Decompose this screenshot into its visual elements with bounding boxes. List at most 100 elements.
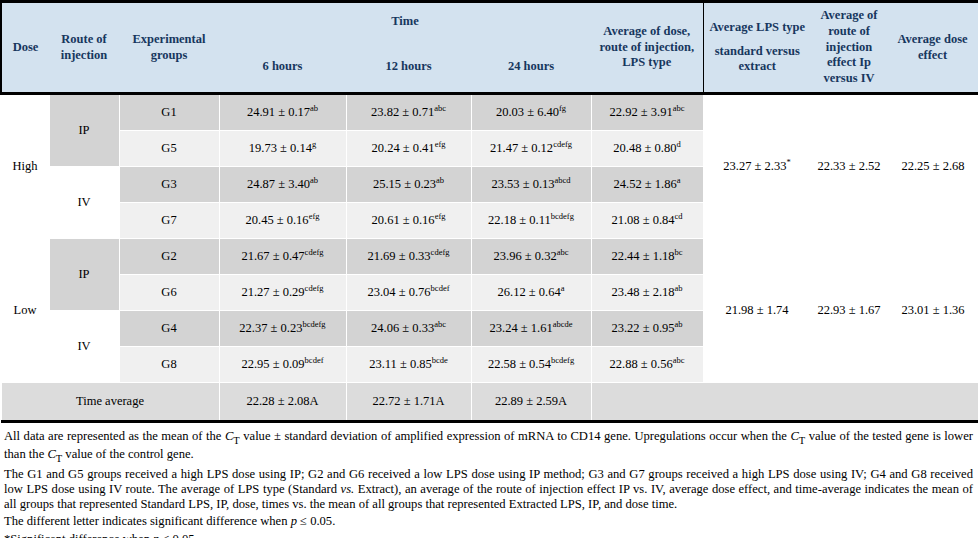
sig-sup: g — [312, 138, 316, 148]
sig-sup: efg — [435, 210, 446, 220]
value-cell: 20.61 ± 0.16efg — [346, 203, 471, 239]
value-cell: 21.69 ± 0.33cdefg — [346, 239, 471, 275]
value-cell: 22.88 ± 0.56abc — [591, 347, 703, 383]
ct-value: 21.08 ± 0.84 — [611, 213, 674, 227]
ct-value: 19.73 ± 0.14 — [249, 141, 312, 155]
ct-value: 20.03 ± 6.40 — [496, 105, 559, 119]
col-header-12h: 12 hours — [346, 42, 471, 94]
avg-route-cell: 22.93 ± 1.67 — [811, 239, 887, 383]
sig-sup: fg — [559, 102, 566, 112]
time-average-24h: 22.89 ± 2.59A — [471, 383, 591, 422]
ct-value: 22.88 ± 0.56 — [610, 357, 673, 371]
value-cell: 23.24 ± 1.61abcde — [471, 311, 591, 347]
sig-sup: * — [786, 156, 790, 166]
ct-value: 22.58 ± 0.54 — [488, 357, 551, 371]
col-header-avg-route: Average of route of injection effect Ip … — [811, 2, 887, 94]
footnote-groups-description: The G1 and G5 groups received a high LPS… — [4, 467, 973, 511]
value-cell: 22.18 ± 0.11bcdefg — [471, 203, 591, 239]
avg-route-cell: 22.33 ± 2.52 — [811, 94, 887, 239]
col-header-avg-combo: Average of dose, route of injection, LPS… — [591, 2, 703, 94]
sig-sup: abcde — [553, 318, 573, 328]
ct-value: 25.15 ± 0.23 — [373, 177, 436, 191]
sig-sup: efg — [309, 210, 320, 220]
table-row: Low IP G2 21.67 ± 0.47cdefg 21.69 ± 0.33… — [1, 239, 978, 275]
sig-sup: bc — [675, 246, 683, 256]
footnote-data-description: All data are represented as the mean of … — [4, 429, 973, 464]
ct-value: 21.98 ± 1.74 — [725, 303, 788, 317]
time-average-12h: 22.72 ± 1.71A — [346, 383, 471, 422]
ct-value: 23.22 ± 0.95 — [611, 321, 674, 335]
sig-sup: ab — [310, 102, 318, 112]
ct-value: 21.67 ± 0.47 — [241, 249, 304, 263]
ct-value: 22.95 ± 0.09 — [241, 357, 304, 371]
value-cell: 24.87 ± 3.40ab — [219, 167, 346, 203]
col-header-time: Time — [219, 2, 591, 42]
ct-value: 23.11 ± 0.85 — [369, 357, 432, 371]
sig-sup: abc — [673, 354, 685, 364]
sig-sup: a — [677, 174, 681, 184]
ct-value: 24.52 ± 1.86 — [614, 177, 677, 191]
value-cell: 24.06 ± 0.33abc — [346, 311, 471, 347]
sig-sup: cdefg — [305, 282, 324, 292]
sig-sup: bcde — [432, 354, 448, 364]
value-cell: 23.04 ± 0.76bcdef — [346, 275, 471, 311]
value-cell: 21.08 ± 0.84cd — [591, 203, 703, 239]
sig-sup: d — [676, 138, 680, 148]
sig-sup: cdefg — [431, 246, 450, 256]
group-cell: G7 — [119, 203, 219, 239]
sig-sup: ab — [675, 282, 683, 292]
value-cell: 23.22 ± 0.95ab — [591, 311, 703, 347]
footnote-letters: The different letter indicates significa… — [4, 514, 973, 529]
avg-lps-cell: 21.98 ± 1.74 — [703, 239, 811, 383]
ct-value: 20.61 ± 0.16 — [372, 213, 435, 227]
sig-sup: abc — [434, 318, 446, 328]
ct-value: 20.45 ± 0.16 — [246, 213, 309, 227]
value-cell: 20.24 ± 0.41efg — [346, 131, 471, 167]
value-cell: 23.11 ± 0.85bcde — [346, 347, 471, 383]
ct-value: 23.53 ± 0.13 — [491, 177, 554, 191]
sig-sup: ab — [675, 318, 683, 328]
value-cell: 22.95 ± 0.09bcdef — [219, 347, 346, 383]
sig-sup: a — [561, 282, 565, 292]
value-cell: 23.96 ± 0.32abc — [471, 239, 591, 275]
sig-sup: abc — [557, 246, 569, 256]
group-cell: G8 — [119, 347, 219, 383]
group-cell: G5 — [119, 131, 219, 167]
group-cell: G3 — [119, 167, 219, 203]
value-cell: 23.48 ± 2.18ab — [591, 275, 703, 311]
footnotes: All data are represented as the mean of … — [0, 423, 978, 538]
route-cell: IV — [49, 311, 119, 383]
sig-sup: bcdef — [305, 354, 324, 364]
group-cell: G2 — [119, 239, 219, 275]
avg-lps-cell: 23.27 ± 2.33* — [703, 94, 811, 239]
sig-sup: bcdefg — [551, 354, 574, 364]
footnote-asterisk: *Significant difference when p ≤ 0.05. — [4, 532, 973, 538]
ct-value: 26.12 ± 0.64 — [498, 285, 561, 299]
sig-sup: bcdefg — [302, 318, 325, 328]
col-header-avg-dose: Average dose effect — [887, 2, 978, 94]
ct-value: 21.47 ± 0.12 — [490, 141, 553, 155]
ct-value: 23.04 ± 0.76 — [367, 285, 430, 299]
ct-value: 23.82 ± 0.71 — [371, 105, 434, 119]
value-cell: 22.58 ± 0.54bcdefg — [471, 347, 591, 383]
time-average-empty — [591, 383, 978, 422]
col-header-24h: 24 hours — [471, 42, 591, 94]
avg-lps-line2: standard versus extract — [708, 44, 808, 75]
value-cell: 22.44 ± 1.18bc — [591, 239, 703, 275]
group-cell: G1 — [119, 94, 219, 131]
sig-sup: abcd — [555, 174, 571, 184]
value-cell: 20.48 ± 0.80d — [591, 131, 703, 167]
value-cell: 23.82 ± 0.71abc — [346, 94, 471, 131]
sig-sup: abc — [434, 102, 446, 112]
value-cell: 26.12 ± 0.64a — [471, 275, 591, 311]
group-cell: G6 — [119, 275, 219, 311]
ct-value: 20.24 ± 0.41 — [372, 141, 435, 155]
value-cell: 21.27 ± 0.29cdefg — [219, 275, 346, 311]
avg-dose-cell: 23.01 ± 1.36 — [887, 239, 978, 383]
group-cell: G4 — [119, 311, 219, 347]
sig-sup: abc — [673, 102, 685, 112]
ct-value: 24.87 ± 3.40 — [247, 177, 310, 191]
value-cell: 25.15 ± 0.23ab — [346, 167, 471, 203]
value-cell: 22.37 ± 0.23bcdefg — [219, 311, 346, 347]
value-cell: 24.91 ± 0.17ab — [219, 94, 346, 131]
